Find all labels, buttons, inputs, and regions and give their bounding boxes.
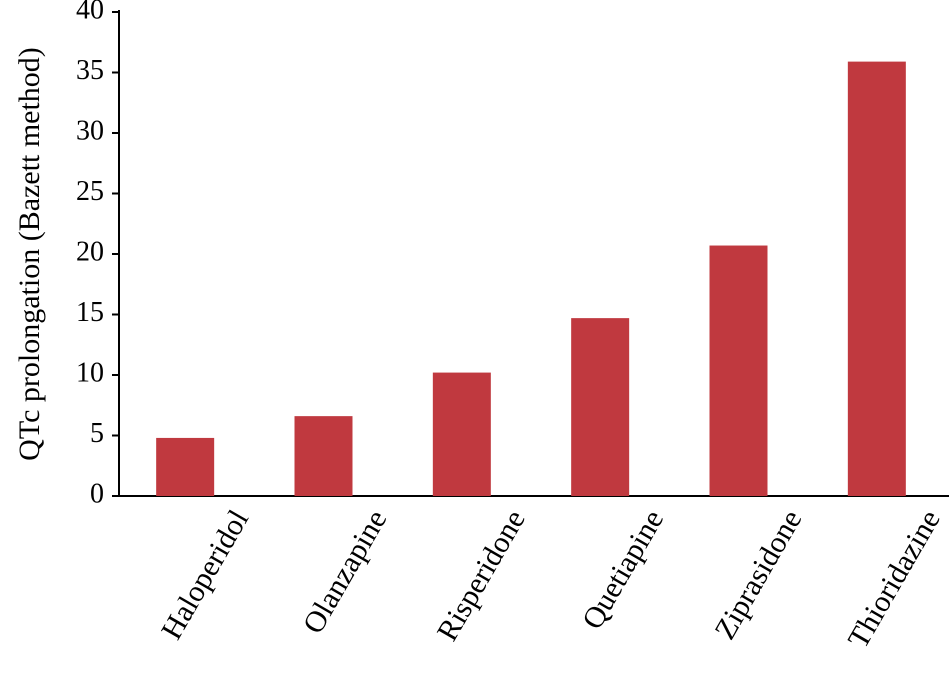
y-tick-label: 20 [76,236,104,267]
y-tick-label: 25 [76,176,104,207]
y-tick-label: 40 [76,0,104,25]
x-tick-label: Thioridazine [842,504,947,653]
y-tick-label: 10 [76,357,104,388]
y-axis-label: QTc prolongation (Bazett method) [13,47,46,461]
x-tick-label: Olanzapine [297,504,394,639]
bar [847,61,906,497]
y-tick-label: 35 [76,55,104,86]
bar [571,318,630,496]
y-tick-label: 15 [76,297,104,328]
bar [432,372,491,496]
bar [156,437,215,496]
x-tick-label: Ziprasidone [708,504,808,645]
x-tick-label: Quetiapine [576,504,670,634]
x-tick-label: Risperidone [431,504,532,646]
bar [294,416,353,496]
bar [709,245,768,496]
y-tick-label: 5 [90,418,104,449]
x-tick-label: Haloperidol [155,504,255,645]
y-tick-label: 30 [76,115,104,146]
y-tick-label: 0 [90,478,104,509]
